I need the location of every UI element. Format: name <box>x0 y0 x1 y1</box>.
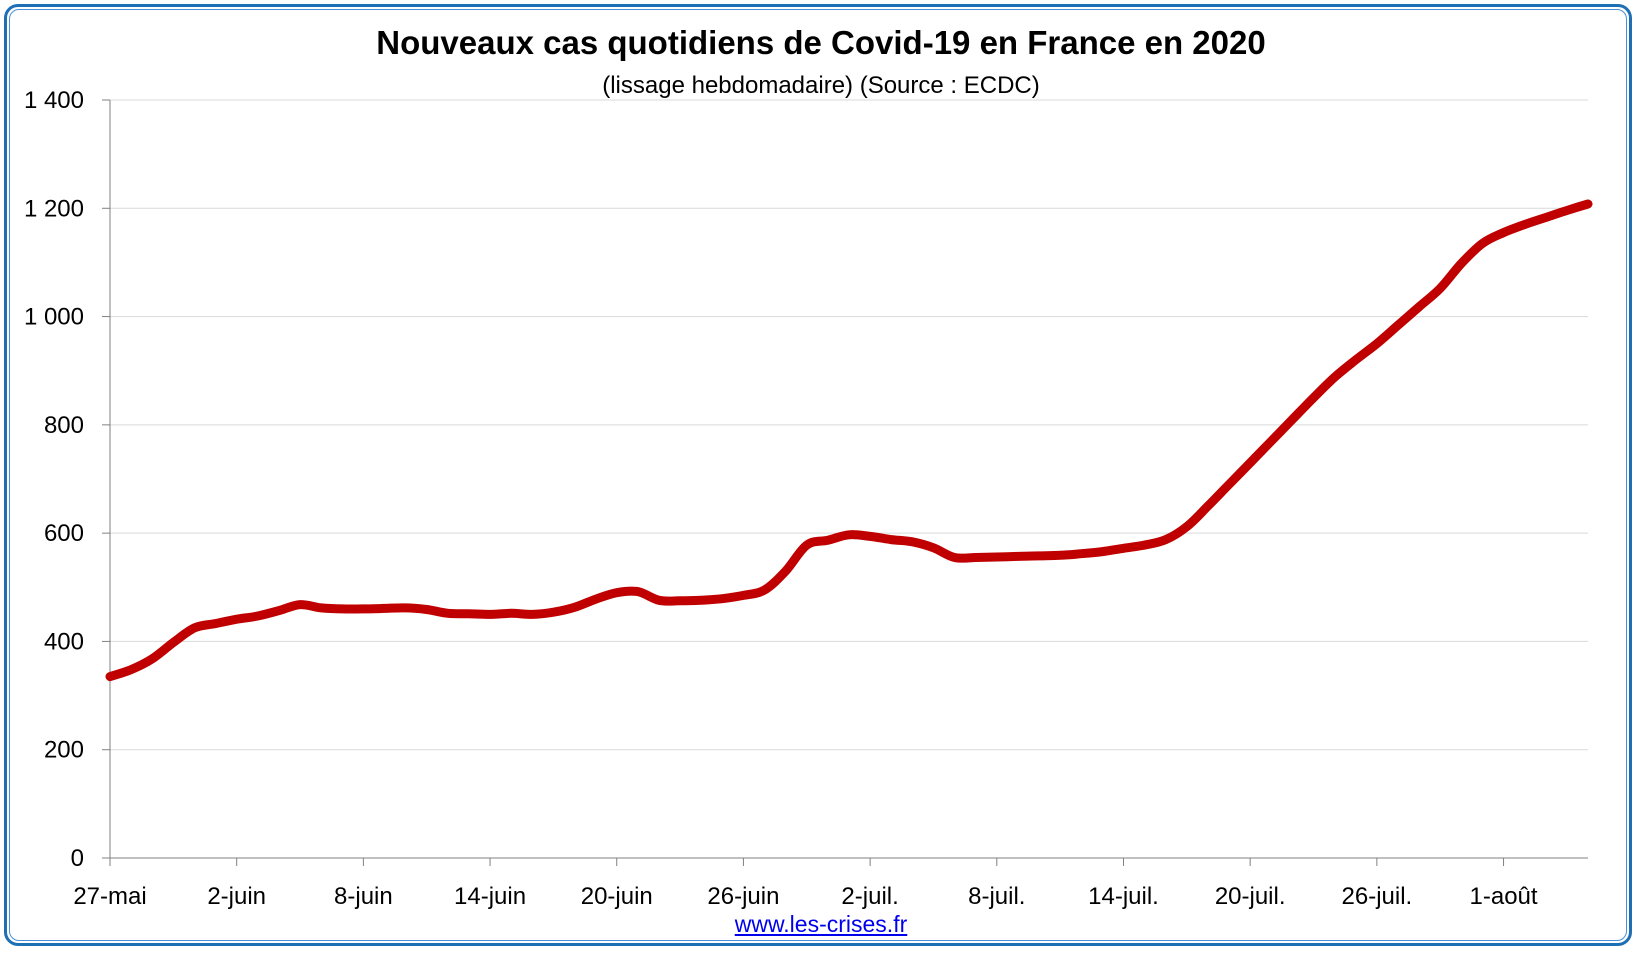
y-tick-label: 600 <box>44 520 84 547</box>
x-tick-label: 2-juin <box>207 883 266 910</box>
chart-subtitle: (lissage hebdomadaire) (Source : ECDC) <box>602 72 1040 99</box>
x-tick-label: 2-juil. <box>841 883 898 910</box>
x-tick-label: 8-juil. <box>968 883 1025 910</box>
x-tick-label: 14-juil. <box>1088 883 1159 910</box>
series-line <box>105 199 1593 682</box>
x-tick-label: 26-juil. <box>1342 883 1413 910</box>
y-tick-label: 0 <box>71 845 84 872</box>
y-tick-label: 1 200 <box>24 195 84 222</box>
chart-frame <box>4 4 1632 946</box>
x-tick-label: 26-juin <box>707 883 779 910</box>
gridlines <box>110 99 1588 751</box>
x-tick-label: 20-juil. <box>1215 883 1286 910</box>
y-tick-label: 800 <box>44 412 84 439</box>
x-tick-label: 20-juin <box>581 883 653 910</box>
y-tick-label: 1 400 <box>24 87 84 114</box>
source-link[interactable]: www.les-crises.fr <box>734 911 908 937</box>
series-group <box>105 199 1593 682</box>
x-axis-ticks: 27-mai 2-juin 8-juin 14-juin 20-juin 26-juin 2… <box>73 858 1538 910</box>
x-tick-label: 27-mai <box>73 883 146 910</box>
x-tick-label: 1-août <box>1470 883 1538 910</box>
y-tick-label: 200 <box>44 737 84 764</box>
y-tick-label: 1 000 <box>24 304 84 331</box>
y-axis-ticks: 0 200 400 600 800 1 000 1 200 1 400 <box>24 87 110 872</box>
x-tick-label: 14-juin <box>454 883 526 910</box>
y-tick-label: 400 <box>44 628 84 655</box>
chart-frame-inner <box>9 9 1627 941</box>
chart-title: Nouveaux cas quotidiens de Covid-19 en F… <box>376 24 1265 61</box>
axes <box>109 100 1588 859</box>
x-tick-label: 8-juin <box>334 883 393 910</box>
